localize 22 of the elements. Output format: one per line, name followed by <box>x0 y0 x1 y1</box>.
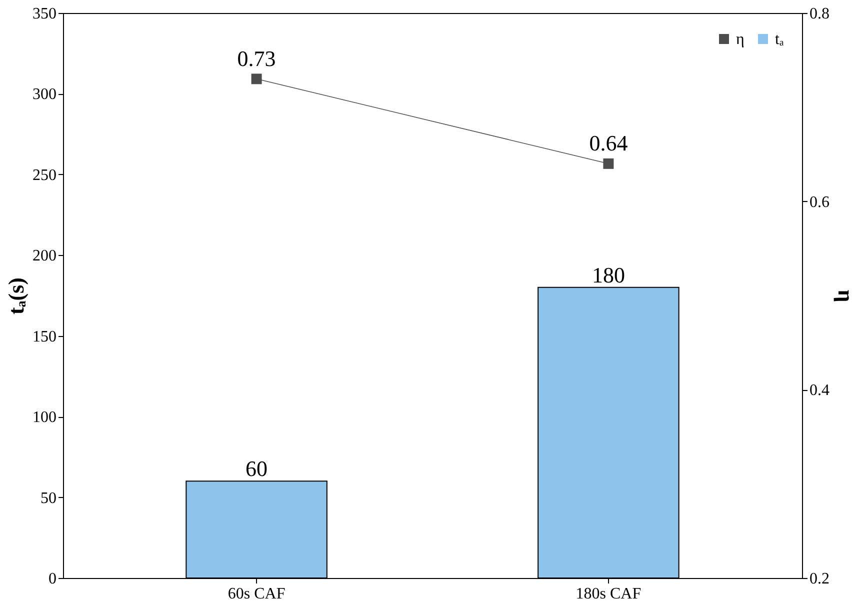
data-label: 60 <box>246 456 268 482</box>
y-tick-label: 250 <box>32 166 56 184</box>
data-label: 0.73 <box>237 46 276 71</box>
y2-tick-label: 0.6 <box>810 194 830 211</box>
y2-tick-label: 0.2 <box>810 570 830 588</box>
y2-tick-label: 0.4 <box>810 382 830 400</box>
y2-tick-label: 0.8 <box>810 6 830 22</box>
x-tick-label: 60s CAF <box>228 586 286 602</box>
legend-label: tₐ <box>775 31 784 48</box>
y-tick-label: 100 <box>32 409 56 426</box>
x-tick-label: 180s CAF <box>576 586 642 602</box>
data-label: 0.64 <box>589 130 628 156</box>
y-tick-label: 350 <box>32 6 56 22</box>
y2-axis-title: η <box>834 290 858 302</box>
y-tick-label: 300 <box>32 86 56 104</box>
y-tick-label: 50 <box>40 490 56 507</box>
y-tick-label: 0 <box>48 570 56 588</box>
y-tick-label: 150 <box>32 328 56 346</box>
legend-label: η <box>736 31 744 48</box>
data-label: 180 <box>592 262 625 288</box>
y-axis-title: tₐ(s) <box>4 278 28 314</box>
y-tick-label: 200 <box>32 248 56 265</box>
